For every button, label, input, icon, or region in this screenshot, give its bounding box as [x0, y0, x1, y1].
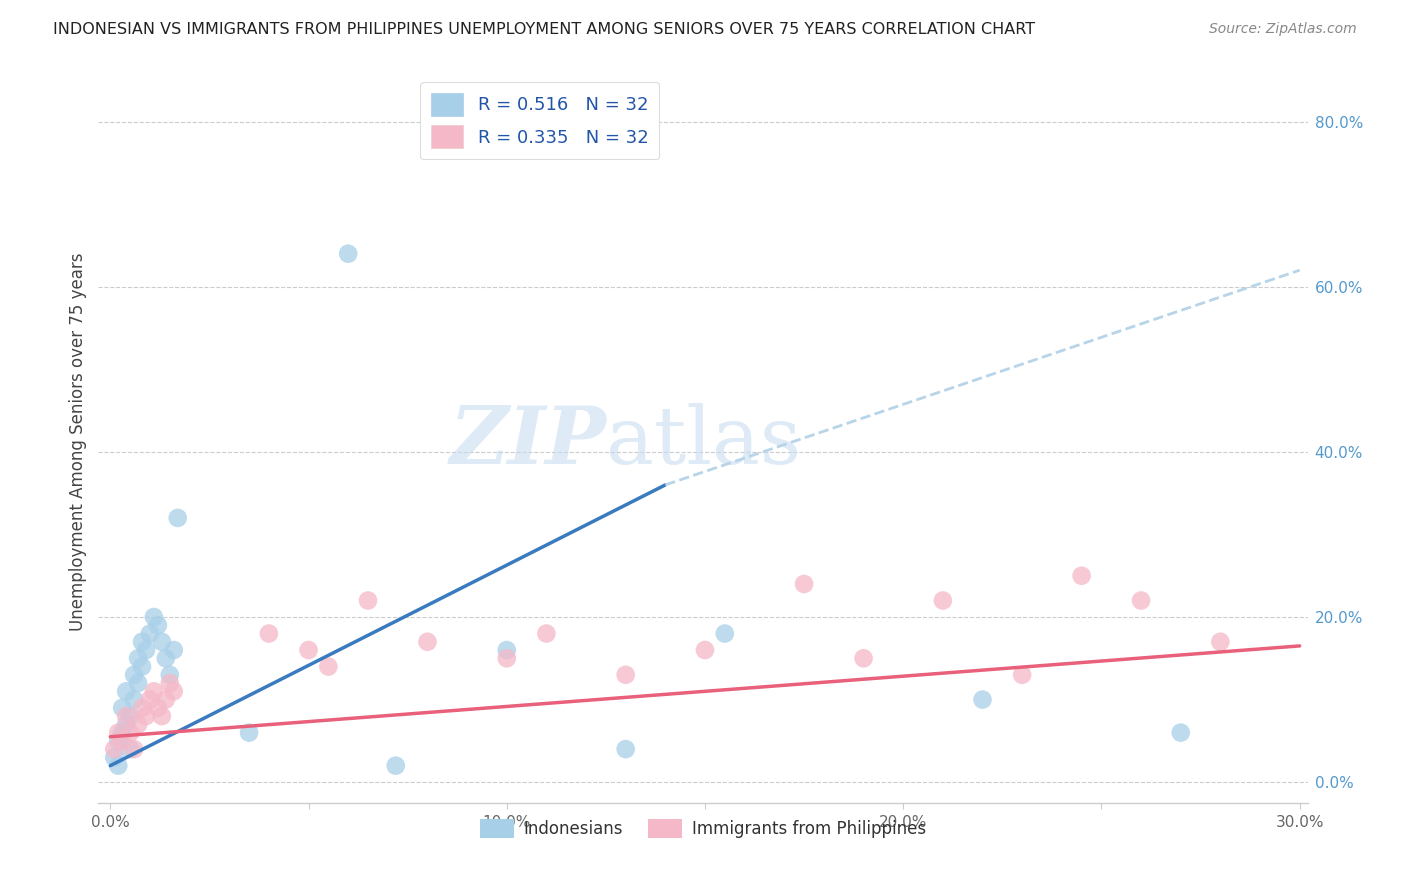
- Point: [163, 684, 186, 698]
- Point: [120, 725, 142, 739]
- Point: [1209, 634, 1232, 648]
- Point: [107, 734, 129, 748]
- Point: [127, 651, 149, 665]
- Point: [238, 725, 260, 739]
- Point: [122, 742, 145, 756]
- Text: INDONESIAN VS IMMIGRANTS FROM PHILIPPINES UNEMPLOYMENT AMONG SENIORS OVER 75 YEA: INDONESIAN VS IMMIGRANTS FROM PHILIPPINE…: [53, 22, 1036, 37]
- Point: [155, 651, 177, 665]
- Point: [107, 758, 129, 772]
- Point: [111, 725, 134, 739]
- Point: [150, 709, 173, 723]
- Text: Source: ZipAtlas.com: Source: ZipAtlas.com: [1209, 22, 1357, 37]
- Point: [297, 643, 319, 657]
- Point: [120, 709, 142, 723]
- Point: [693, 643, 716, 657]
- Point: [614, 668, 637, 682]
- Point: [103, 750, 125, 764]
- Legend: Indonesians, Immigrants from Philippines: Indonesians, Immigrants from Philippines: [474, 813, 932, 845]
- Point: [131, 634, 153, 648]
- Point: [135, 709, 157, 723]
- Point: [127, 676, 149, 690]
- Point: [536, 626, 558, 640]
- Point: [614, 742, 637, 756]
- Point: [127, 717, 149, 731]
- Point: [159, 676, 181, 690]
- Point: [150, 634, 173, 648]
- Y-axis label: Unemployment Among Seniors over 75 years: Unemployment Among Seniors over 75 years: [69, 252, 87, 631]
- Point: [318, 659, 340, 673]
- Point: [107, 725, 129, 739]
- Point: [122, 668, 145, 682]
- Point: [852, 651, 875, 665]
- Point: [495, 643, 517, 657]
- Point: [122, 692, 145, 706]
- Point: [115, 709, 138, 723]
- Point: [135, 643, 157, 657]
- Point: [139, 692, 162, 706]
- Text: atlas: atlas: [606, 402, 801, 481]
- Point: [932, 593, 955, 607]
- Point: [495, 651, 517, 665]
- Point: [146, 618, 169, 632]
- Point: [1070, 568, 1092, 582]
- Point: [111, 701, 134, 715]
- Point: [115, 717, 138, 731]
- Point: [120, 742, 142, 756]
- Point: [337, 246, 360, 260]
- Point: [714, 626, 737, 640]
- Point: [166, 511, 188, 525]
- Point: [103, 742, 125, 756]
- Point: [416, 634, 439, 648]
- Point: [159, 668, 181, 682]
- Point: [384, 758, 406, 772]
- Point: [1130, 593, 1153, 607]
- Point: [1011, 668, 1033, 682]
- Point: [115, 684, 138, 698]
- Point: [163, 643, 186, 657]
- Text: ZIP: ZIP: [450, 403, 606, 480]
- Point: [111, 734, 134, 748]
- Point: [131, 659, 153, 673]
- Point: [155, 692, 177, 706]
- Point: [972, 692, 994, 706]
- Point: [142, 610, 165, 624]
- Point: [131, 701, 153, 715]
- Point: [257, 626, 280, 640]
- Point: [357, 593, 380, 607]
- Point: [139, 626, 162, 640]
- Point: [146, 701, 169, 715]
- Point: [793, 577, 815, 591]
- Point: [142, 684, 165, 698]
- Point: [1170, 725, 1192, 739]
